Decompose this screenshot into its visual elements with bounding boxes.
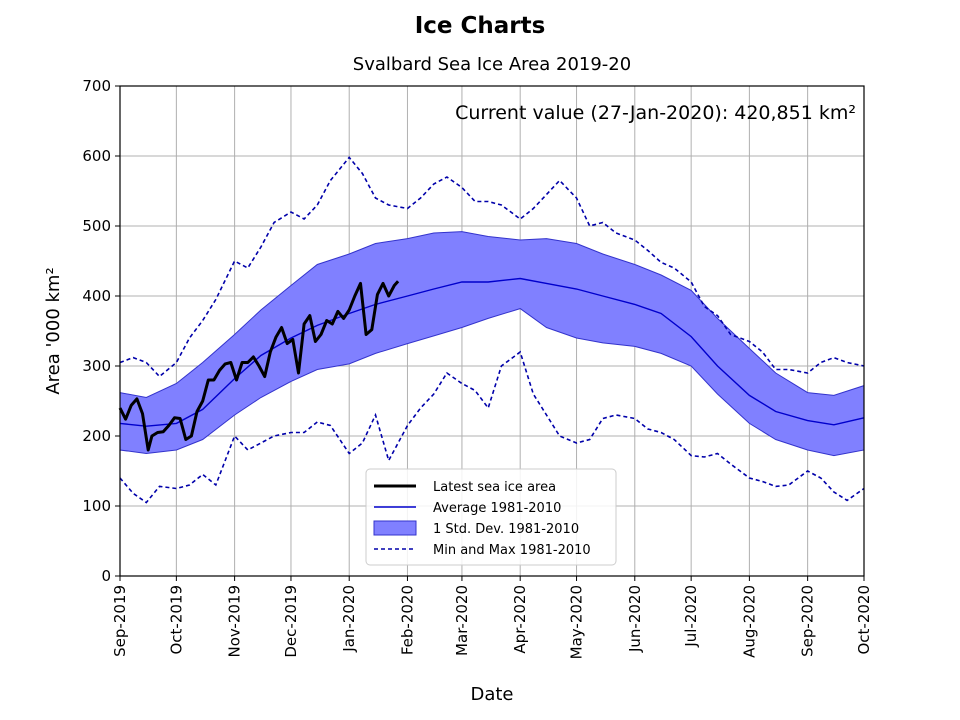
y-tick-label: 500 — [82, 217, 111, 235]
y-tick-label: 700 — [82, 77, 111, 95]
x-tick-label: Mar-2020 — [453, 585, 471, 656]
latest-series — [118, 280, 400, 452]
y-tick-label: 300 — [82, 357, 111, 375]
legend-label-latest: Latest sea ice area — [433, 480, 556, 495]
y-tick-label: 0 — [101, 567, 111, 585]
plot-frame — [119, 85, 865, 577]
y-tick-label: 400 — [82, 287, 111, 305]
x-tick-label: Aug-2020 — [740, 585, 758, 658]
std-dev-band — [119, 231, 865, 457]
average-series — [119, 277, 865, 427]
current-value-annotation: Current value (27-Jan-2020): 420,851 km² — [455, 102, 856, 124]
legend-box — [365, 468, 617, 566]
x-tick-label: Sep-2019 — [111, 585, 129, 657]
x-tick-label: Dec-2019 — [282, 585, 300, 658]
x-tick-label: May-2020 — [568, 585, 586, 659]
latest-line — [118, 280, 400, 452]
y-tick-label: 200 — [82, 427, 111, 445]
x-tick-label: Apr-2020 — [511, 585, 529, 654]
y-axis-ticks: 0 100 200 300 400 500 600 700 — [82, 77, 120, 585]
x-tick-label: Nov-2019 — [226, 585, 244, 657]
x-tick-label: Sep-2020 — [799, 585, 817, 657]
legend-label-minmax: Min and Max 1981-2010 — [433, 543, 591, 558]
y-axis-label: Area '000 km² — [43, 267, 64, 394]
legend: Latest sea ice area Average 1981-2010 1 … — [365, 468, 617, 566]
x-tick-label: Feb-2020 — [399, 585, 417, 655]
x-tick-label: Jun-2020 — [626, 585, 644, 653]
average-line — [119, 277, 865, 427]
min-max-lines — [119, 156, 865, 504]
figure-title: Ice Charts — [415, 13, 546, 39]
legend-swatch-stddev — [373, 520, 417, 536]
y-tick-label: 100 — [82, 497, 111, 515]
x-tick-label: Jul-2020 — [682, 585, 700, 648]
x-tick-label: Oct-2019 — [167, 585, 185, 655]
legend-label-average: Average 1981-2010 — [433, 501, 561, 516]
max-line — [119, 156, 865, 378]
chart-title: Svalbard Sea Ice Area 2019-20 — [353, 54, 631, 75]
x-axis-label: Date — [470, 684, 513, 705]
std-dev-area — [119, 231, 865, 457]
x-axis-ticks: Sep-2019 Oct-2019 Nov-2019 Dec-2019 Jan-2020… — [111, 576, 873, 659]
x-tick-label: Jan-2020 — [340, 585, 358, 653]
x-tick-label: Oct-2020 — [855, 585, 873, 655]
y-tick-label: 600 — [82, 147, 111, 165]
legend-label-stddev: 1 Std. Dev. 1981-2010 — [433, 522, 579, 537]
